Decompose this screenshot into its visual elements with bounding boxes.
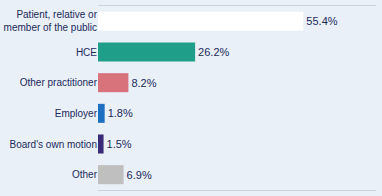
svg-text:Other practitioner: Other practitioner bbox=[20, 77, 98, 88]
svg-text:Board's own motion: Board's own motion bbox=[9, 139, 97, 150]
svg-text:6.9%: 6.9% bbox=[127, 169, 152, 181]
svg-text:55.4%: 55.4% bbox=[306, 15, 337, 27]
svg-text:1.8%: 1.8% bbox=[108, 107, 133, 119]
svg-text:26.2%: 26.2% bbox=[198, 46, 229, 58]
svg-text:1.5%: 1.5% bbox=[107, 138, 132, 150]
svg-text:Patient, relative ormember of: Patient, relative ormember of the public bbox=[4, 9, 98, 33]
svg-text:8.2%: 8.2% bbox=[131, 77, 156, 89]
svg-text:Employer: Employer bbox=[55, 108, 98, 119]
svg-text:Other: Other bbox=[72, 169, 98, 180]
svg-text:HCE: HCE bbox=[76, 47, 97, 58]
